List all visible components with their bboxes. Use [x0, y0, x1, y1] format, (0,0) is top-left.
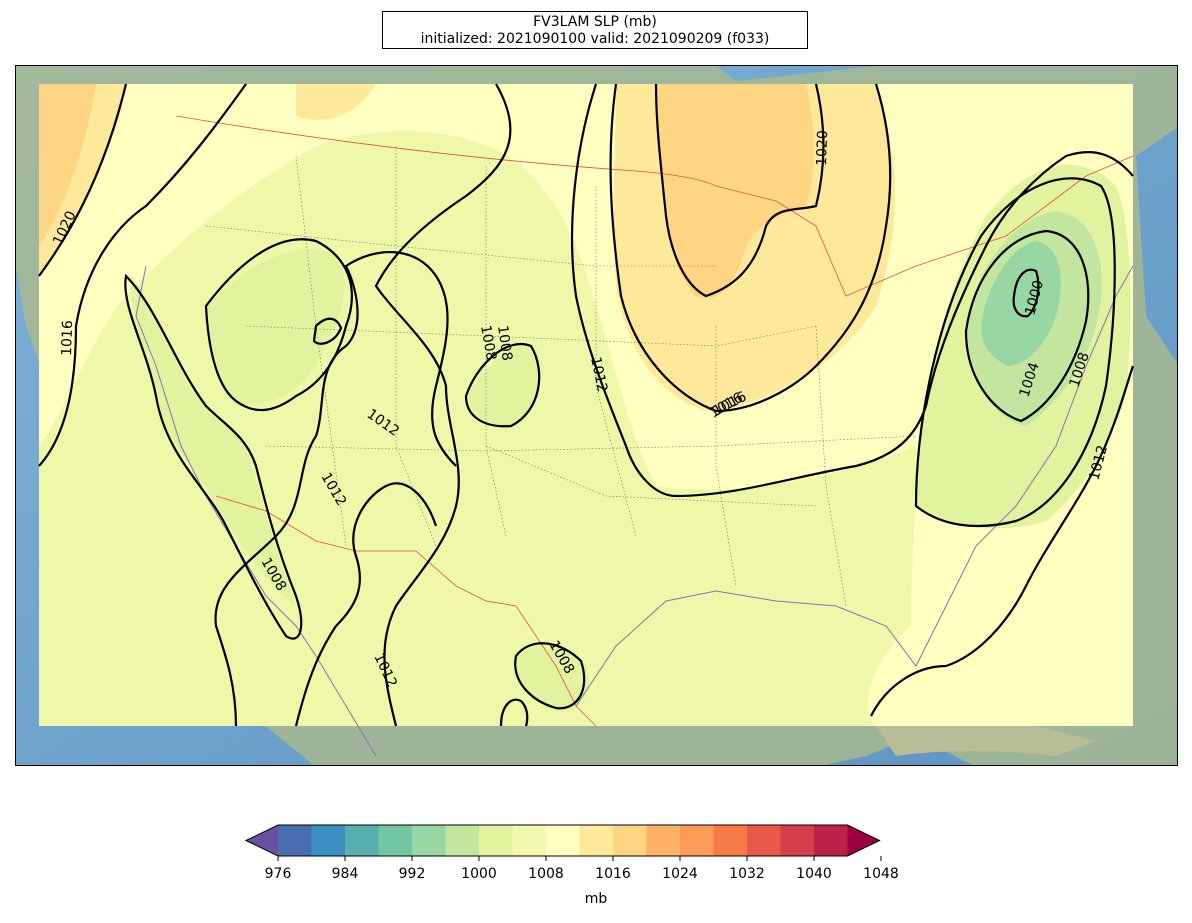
gulf-atlantic-coastline: [575, 265, 1134, 707]
colorbar-segment: [412, 825, 446, 856]
slp-band-1020-1024-pacific: [39, 84, 96, 246]
contour-label: 1008: [494, 324, 515, 362]
contour-1008-plains: [464, 343, 541, 428]
contour-1008-west-coast: [124, 273, 303, 640]
colorbar-segment: [546, 825, 580, 856]
colorbar-extend-high: [847, 825, 880, 856]
colorbar-tick-label: 1048: [863, 866, 899, 882]
contour-1020-pacific: [38, 83, 128, 277]
colorbar-tick-label: 1016: [595, 866, 631, 882]
contour-1012-central: [374, 83, 512, 727]
state-border: [395, 146, 437, 547]
slp-contour-lines: [38, 83, 1135, 727]
colorbar-segment: [378, 825, 413, 856]
slp-band-1004-1008-plains: [466, 344, 540, 426]
contour-1016-pacific: [38, 83, 247, 467]
colorbar-segment: [311, 825, 346, 856]
slp-filled-contours: [39, 84, 1133, 726]
canada-us-border: [175, 115, 1134, 297]
colorbar-segment: [479, 825, 513, 856]
state-border: [815, 325, 847, 607]
contour-label: 1008: [477, 324, 499, 362]
colorbar-tick-label: 1032: [729, 866, 765, 882]
slp-band-996-1000: [981, 241, 1061, 366]
state-border: [295, 155, 347, 547]
slp-band-1016-1020-north: [296, 84, 376, 120]
slp-band-1004-1008-rockies: [206, 249, 345, 406]
state-border: [205, 225, 716, 267]
contour-1020-greatlakes: [654, 83, 825, 298]
title-line-2: initialized: 2021090100 valid: 202109020…: [420, 31, 770, 47]
contour-1008-east: [914, 177, 1116, 528]
colorbar-tick-label: 1024: [662, 866, 698, 882]
colorbar-tick-label: 1008: [528, 866, 564, 882]
contour-1012-southwest: [294, 482, 438, 727]
state-border: [265, 435, 917, 452]
colorbar-label: mb: [584, 891, 608, 907]
slp-band-1020-1024-greatlakes: [656, 84, 814, 299]
colorbar-tick-label: 1000: [461, 866, 497, 882]
colorbar-segment: [747, 825, 781, 856]
title-line-1: FV3LAM SLP (mb): [533, 14, 657, 30]
contour-label: 1012: [587, 356, 610, 394]
contour-1012-southeast: [870, 365, 1135, 717]
colorbar-segment: [512, 825, 547, 856]
contour-1012-west: [214, 250, 457, 727]
state-border: [485, 166, 507, 537]
colorbar-segment: [646, 825, 681, 856]
contour-1012-east: [570, 83, 1134, 498]
colorbar-segment: [814, 825, 848, 856]
map-svg: 1020 1016 1012 1008 1016 1012 1008 1012 …: [16, 66, 1177, 765]
contour-1004-east: [964, 229, 1090, 423]
state-border: [595, 186, 637, 537]
contour-1004-small: [312, 317, 343, 345]
contour-label: 1020: [814, 130, 831, 166]
colorbar-tick-label: 992: [399, 866, 426, 882]
colorbar-segment: [579, 825, 614, 856]
mexico-us-border: [215, 495, 597, 727]
colorbar-segment: [680, 825, 714, 856]
contour-label: 1016: [59, 320, 76, 356]
map-panel: 1020 1016 1012 1008 1016 1012 1008 1012 …: [15, 65, 1178, 766]
colorbar: 976 984 992 1000 1008 1016 1024 1032 1040 1048: [244, 822, 947, 891]
colorbar-segment: [780, 825, 815, 856]
contour-small-south: [499, 698, 529, 727]
state-border: [245, 325, 817, 347]
colorbar-segment: [613, 825, 647, 856]
contour-1016-greatlakes: [609, 83, 892, 413]
colorbar-tick-label: 1040: [796, 866, 832, 882]
state-border: [485, 445, 817, 507]
colorbar-tick-label: 984: [332, 866, 359, 882]
slp-band-1004-1008-west: [130, 276, 296, 606]
colorbar-segment: [445, 825, 480, 856]
plot-title: FV3LAM SLP (mb) initialized: 2021090100 …: [382, 11, 808, 49]
colorbar-segment: [345, 825, 379, 856]
colorbar-segment: [278, 825, 312, 856]
state-border: [715, 326, 737, 587]
colorbar-tick-label: 976: [265, 866, 292, 882]
colorbar-extend-low: [246, 825, 278, 856]
colorbar-segment: [713, 825, 748, 856]
colorbar-svg: 976 984 992 1000 1008 1016 1024 1032 1040 1048: [244, 824, 899, 882]
contour-1000-east: [1012, 268, 1040, 318]
contour-1008-texas: [514, 642, 586, 710]
